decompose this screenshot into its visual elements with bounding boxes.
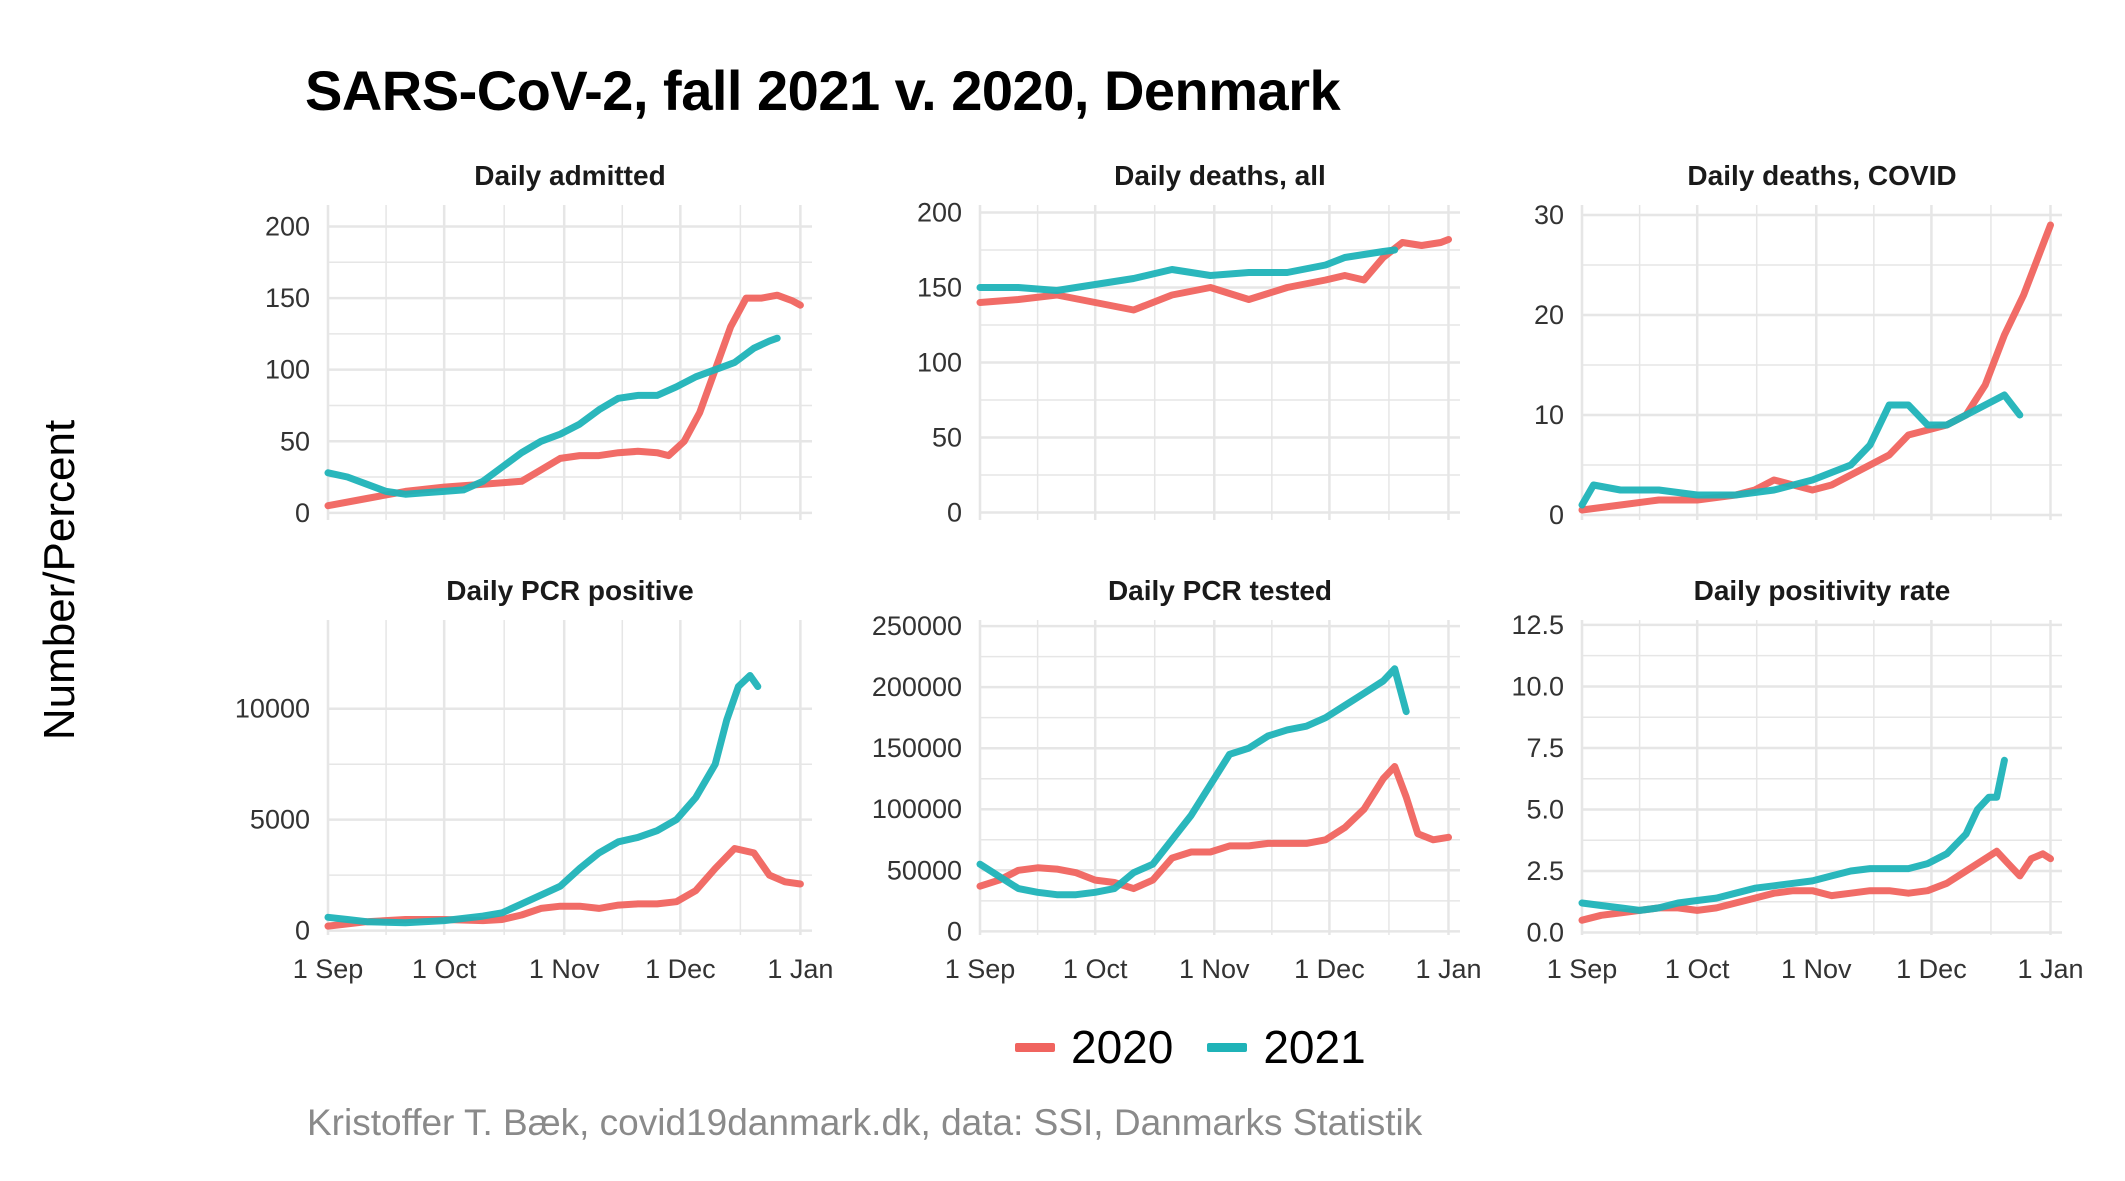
- x-tick-label: 1 Dec: [645, 954, 716, 984]
- panel-6: 1 Sep 1 Oct 1 Nov 1 Dec 1 Jan 0.0 2.5 5.0 7.5 10.…: [1511, 575, 2083, 984]
- y-tick-label: 20: [1534, 300, 1564, 330]
- y-tick-label: 0: [295, 916, 310, 946]
- y-tick-label: 0: [1549, 500, 1564, 530]
- y-tick-label: 200: [265, 211, 310, 241]
- x-tick-label: 1 Jan: [767, 954, 833, 984]
- gridlines: [326, 205, 812, 520]
- y-tick-label: 0: [947, 916, 962, 946]
- gridlines: [1580, 620, 2062, 935]
- panel-title: Daily PCR positive: [446, 575, 693, 606]
- y-tick-label: 30: [1534, 200, 1564, 230]
- gridlines: [978, 205, 1460, 520]
- gridlines: [1580, 205, 2062, 520]
- series-line-2021: [324, 334, 781, 498]
- y-tick-label: 100: [917, 348, 962, 378]
- panel-1: 0 50 100 150 200 Daily admitted: [265, 160, 812, 528]
- series-line-2020: [976, 763, 1452, 893]
- y-tick-label: 150000: [872, 733, 962, 763]
- y-tick-label: 50: [932, 423, 962, 453]
- y-tick-label: 2.5: [1526, 856, 1564, 886]
- y-tick-label: 0: [947, 498, 962, 528]
- x-tick-label: 1 Nov: [1781, 954, 1852, 984]
- panel-5: 1 Sep 1 Oct 1 Nov 1 Dec 1 Jan 0 50000 100000 150…: [872, 575, 1482, 984]
- x-tick-label: 1 Oct: [1063, 954, 1128, 984]
- x-tick-label: 1 Nov: [1179, 954, 1250, 984]
- legend: 2020 2021: [1015, 1020, 1400, 1074]
- x-tick-label: 1 Sep: [293, 954, 364, 984]
- y-tick-label: 7.5: [1526, 733, 1564, 763]
- y-tick-label: 0.0: [1526, 918, 1564, 948]
- x-tick-label: 1 Jan: [1415, 954, 1481, 984]
- legend-swatch-2021: [1207, 1042, 1248, 1052]
- y-tick-label: 5.0: [1526, 794, 1564, 824]
- x-tick-label: 1 Oct: [1665, 954, 1730, 984]
- x-tick-label: 1 Dec: [1294, 954, 1365, 984]
- x-tick-label: 1 Oct: [412, 954, 477, 984]
- page-title: SARS-CoV-2, fall 2021 v. 2020, Denmark: [305, 59, 1341, 122]
- y-tick-label: 200000: [872, 672, 962, 702]
- y-tick-label: 10.0: [1511, 671, 1564, 701]
- caption: Kristoffer T. Bæk, covid19danmark.dk, da…: [307, 1102, 1423, 1143]
- y-tick-label: 200: [917, 198, 962, 228]
- gridlines: [326, 620, 812, 935]
- x-tick-label: 1 Sep: [945, 954, 1016, 984]
- series-line-2021: [976, 665, 1410, 899]
- legend-label-2021: 2021: [1263, 1021, 1366, 1073]
- y-tick-label: 100000: [872, 794, 962, 824]
- y-tick-label: 150: [265, 283, 310, 313]
- panel-title: Daily deaths, COVID: [1687, 160, 1956, 191]
- series-line-2021: [1578, 756, 2008, 914]
- legend-item-2020: 2020: [1015, 1020, 1173, 1074]
- panel-title: Daily positivity rate: [1694, 575, 1951, 606]
- y-tick-label: 0: [295, 498, 310, 528]
- legend-label-2020: 2020: [1071, 1021, 1174, 1073]
- y-tick-label: 5000: [250, 805, 310, 835]
- gridlines: [978, 620, 1460, 935]
- panel-2: 0 50 100 150 200 Daily deaths, all: [917, 160, 1460, 528]
- y-tick-label: 50: [280, 426, 310, 456]
- panel-3: 0 10 20 30 Daily deaths, COVID: [1534, 160, 2062, 530]
- panel-title: Daily PCR tested: [1108, 575, 1332, 606]
- y-tick-label: 10000: [235, 694, 310, 724]
- x-tick-label: 1 Nov: [529, 954, 600, 984]
- y-tick-label: 50000: [887, 855, 962, 885]
- y-tick-label: 10: [1534, 400, 1564, 430]
- panel-title: Daily deaths, all: [1114, 160, 1326, 191]
- y-tick-label: 150: [917, 273, 962, 303]
- x-tick-label: 1 Jan: [2017, 954, 2083, 984]
- panel-title: Daily admitted: [474, 160, 665, 191]
- y-tick-label: 100: [265, 355, 310, 385]
- series-line-2020: [976, 236, 1452, 314]
- y-tick-label: 12.5: [1511, 610, 1564, 640]
- series-line-2021: [324, 672, 762, 927]
- legend-item-2021: 2021: [1207, 1020, 1366, 1074]
- series-line-2021: [976, 246, 1399, 294]
- x-tick-label: 1 Dec: [1896, 954, 1967, 984]
- series-line-2021: [1578, 391, 2024, 509]
- x-tick-label: 1 Sep: [1547, 954, 1618, 984]
- panel-4: 1 Sep 1 Oct 1 Nov 1 Dec 1 Jan 0 5000 10000 Daily…: [235, 575, 834, 984]
- legend-swatch-2020: [1015, 1042, 1055, 1052]
- y-tick-label: 250000: [872, 611, 962, 641]
